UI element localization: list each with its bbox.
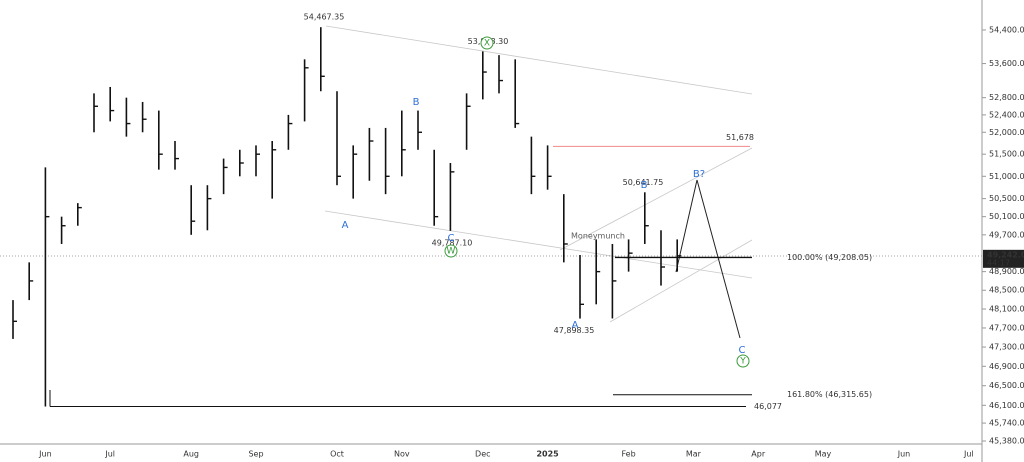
x-tick-label: Mar xyxy=(686,450,702,459)
x-tick-label: Feb xyxy=(622,450,636,459)
y-tick-label: 51,000.00 xyxy=(989,172,1024,181)
y-tick-label: 52,400.00 xyxy=(989,110,1024,119)
x-tick-label: May xyxy=(815,450,832,459)
x-tick-label: Sep xyxy=(248,450,263,459)
y-tick-label: 54,400.00 xyxy=(989,25,1024,34)
price-label: 54,467.35 xyxy=(304,13,345,22)
wave-label: B xyxy=(641,180,648,191)
level-label: 51,678 xyxy=(726,133,754,142)
price-label: 49,787.10 xyxy=(432,238,473,247)
x-tick-label: Dec xyxy=(475,450,490,459)
wave-label: B xyxy=(413,97,420,108)
countdown: 44:17 xyxy=(987,258,1010,267)
y-tick-label: 48,900.00 xyxy=(989,267,1024,276)
wave-label: C xyxy=(448,233,455,244)
y-tick-label: 47,300.00 xyxy=(989,343,1024,352)
y-tick-label: 46,100.00 xyxy=(989,401,1024,410)
last-price-label: 49,242.05 xyxy=(987,250,1024,259)
x-tick-label: Apr xyxy=(751,450,766,459)
projection-path xyxy=(675,179,741,339)
last-price-box xyxy=(983,249,1024,268)
y-tick-label: 46,900.00 xyxy=(989,362,1024,371)
x-tick-label: Oct xyxy=(330,450,344,459)
level-label: 46,077 xyxy=(754,402,782,411)
y-tick-label: 53,600.00 xyxy=(989,59,1024,68)
level-label: 100.00% (49,208.05) xyxy=(787,253,872,262)
x-tick-label: Jun xyxy=(38,450,52,459)
wave-label: B? xyxy=(693,169,705,180)
wave-circle xyxy=(736,354,750,368)
wave-label: Y xyxy=(739,357,746,367)
y-tick-label: 49,700.00 xyxy=(989,230,1024,239)
y-tick-label: 51,500.00 xyxy=(989,150,1024,159)
channel-lines xyxy=(324,25,753,323)
y-tick-label: 52,800.00 xyxy=(989,93,1024,102)
y-tick-label: 50,100.00 xyxy=(989,212,1024,221)
price-label: 50,641.75 xyxy=(623,178,664,187)
wave-label: C xyxy=(739,345,746,356)
y-tick-label: 48,500.00 xyxy=(989,286,1024,295)
x-tick-label: 2025 xyxy=(536,450,559,459)
wave-label: A xyxy=(572,320,579,331)
watermark: Moneymunch xyxy=(571,232,625,241)
y-tick-label: 48,100.00 xyxy=(989,305,1024,314)
y-tick-label: 47,700.00 xyxy=(989,323,1024,332)
x-tick-label: Nov xyxy=(394,450,410,459)
wave-label: W xyxy=(447,247,456,257)
y-tick-label: 50,500.00 xyxy=(989,194,1024,203)
y-tick-label: 45,740.00 xyxy=(989,419,1024,428)
x-tick-label: Jul xyxy=(104,450,115,459)
y-tick-label: 46,500.00 xyxy=(989,381,1024,390)
wave-label: A xyxy=(342,220,349,231)
wave-label: X xyxy=(484,39,490,49)
wave-circle xyxy=(480,36,494,50)
y-tick-label: 45,380.00 xyxy=(989,436,1024,445)
x-tick-label: Jun xyxy=(897,450,911,459)
x-tick-label: Jul xyxy=(963,450,974,459)
y-tick-label: 52,000.00 xyxy=(989,128,1024,137)
wave-circle xyxy=(444,244,458,258)
x-tick-label: Aug xyxy=(183,450,199,459)
price-label: 47,898.35 xyxy=(554,326,595,335)
level-label: 161.80% (46,315.65) xyxy=(787,390,872,399)
